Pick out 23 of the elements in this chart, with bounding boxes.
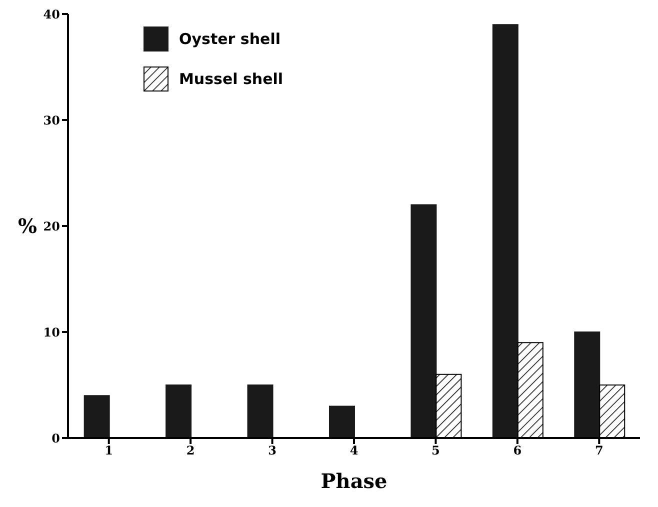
bar [84, 395, 110, 438]
x-tick-label: 2 [186, 444, 195, 458]
y-tick-label: 10 [43, 325, 60, 340]
y-tick-label: 20 [43, 219, 60, 234]
bar [492, 24, 518, 438]
x-tick-label: 7 [594, 444, 604, 458]
x-axis-title: Phase [320, 469, 388, 493]
y-tick-label: 40 [43, 7, 60, 22]
y-tick-label: 0 [52, 431, 60, 446]
x-tick-label: 6 [513, 444, 522, 458]
x-tick-label: 4 [350, 444, 358, 458]
x-tick-label: 5 [432, 444, 440, 458]
x-tick-label: 1 [104, 444, 114, 458]
y-tick-label: 30 [43, 113, 60, 128]
legend-label: Mussel shell [179, 70, 284, 88]
bar [574, 332, 600, 438]
x-tick-label: 3 [268, 444, 276, 458]
bar [247, 384, 274, 438]
y-axis-title: % [18, 214, 38, 238]
bar [166, 384, 192, 438]
bar [410, 204, 437, 438]
bar [328, 406, 355, 438]
legend-label: Oyster shell [179, 30, 280, 48]
